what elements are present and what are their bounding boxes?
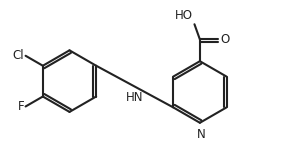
Text: Cl: Cl <box>12 49 24 62</box>
Text: F: F <box>18 100 24 113</box>
Text: HO: HO <box>175 9 193 22</box>
Text: O: O <box>220 33 230 46</box>
Text: HN: HN <box>126 91 143 104</box>
Text: N: N <box>197 128 206 141</box>
